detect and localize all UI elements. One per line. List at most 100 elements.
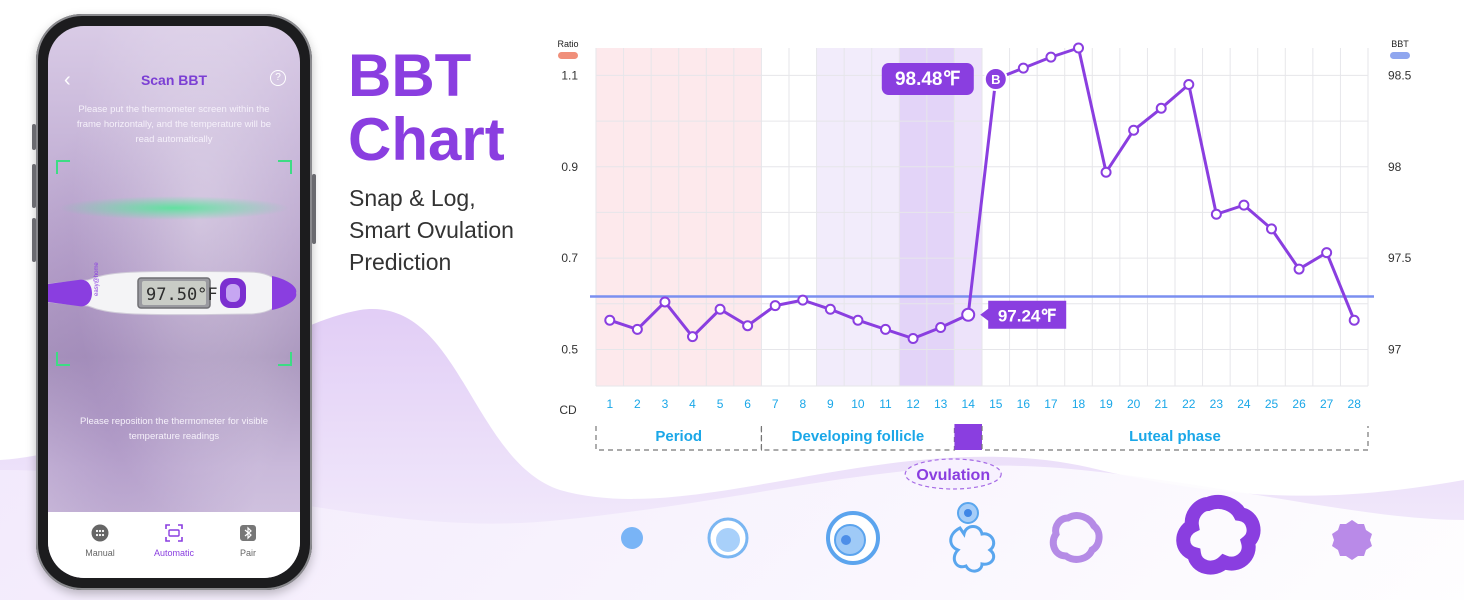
back-chevron-icon[interactable]: ‹ — [64, 69, 71, 91]
frame-corner-top-right — [278, 160, 292, 174]
cycle-day-label: 12 — [906, 397, 920, 411]
follicle-phase-label: Developing follicle — [792, 428, 925, 445]
side-button — [312, 174, 316, 244]
cycle-day-label: 19 — [1099, 397, 1113, 411]
cycle-day-label: 10 — [851, 397, 865, 411]
cycle-day-label: 9 — [827, 397, 834, 411]
cycle-day-label: 14 — [962, 397, 976, 411]
subheadline-line-1: Snap & Log, — [349, 185, 476, 211]
ovulation-phase-block — [954, 424, 982, 450]
left-tick-label: 1.1 — [561, 68, 578, 82]
bbt-point — [1266, 223, 1277, 235]
right-tick-label: 98.5 — [1388, 68, 1412, 82]
cycle-day-label: 1 — [606, 397, 613, 411]
bbt-point — [687, 331, 698, 343]
cycle-day-label: 4 — [689, 397, 696, 411]
callout-peak-bubble — [881, 63, 974, 96]
bbt-point — [1128, 124, 1140, 136]
cycle-day-label: 27 — [1320, 397, 1334, 411]
cycle-day-label: 22 — [1182, 397, 1196, 411]
screen-header: ‹ Scan BBT ? — [48, 68, 300, 94]
cycle-day-label: 8 — [799, 397, 806, 411]
cycle-day-label: 21 — [1155, 397, 1169, 411]
reposition-hint: Please reposition the thermometer for vi… — [80, 416, 268, 442]
scan-icon — [165, 524, 183, 542]
bbt-point — [742, 320, 754, 332]
phone-screen: ‹ Scan BBT ? Please put the thermometer … — [48, 26, 300, 578]
corpus-luteum-icon — [1049, 512, 1103, 563]
x-axis-title: CD — [559, 403, 577, 417]
cycle-day-label: 15 — [989, 397, 1003, 411]
bbt-legend-marker — [1390, 52, 1410, 59]
thermometer-image: easy@home 97.50°F — [48, 262, 297, 316]
bbt-point — [1045, 51, 1057, 63]
tab-manual-label: Manual — [85, 548, 115, 558]
cycle-day-label: 18 — [1072, 397, 1086, 411]
cycle-day-label: 25 — [1265, 397, 1279, 411]
bbt-point — [1293, 263, 1305, 275]
bbt-line — [609, 46, 1356, 340]
luteal-bracket — [981, 426, 1369, 451]
mute-switch — [32, 124, 36, 150]
right-tick-label: 97 — [1388, 342, 1402, 356]
bbt-point — [1321, 247, 1333, 259]
svg-text:easy@home: easy@home — [94, 262, 100, 296]
tab-automatic-label: Automatic — [153, 548, 195, 558]
cycle-day-label: 2 — [634, 397, 641, 411]
screen-title: Scan BBT — [140, 72, 208, 88]
volume-up-button — [32, 164, 36, 208]
follicle-band — [816, 48, 900, 386]
tab-automatic[interactable]: Automatic — [144, 524, 204, 558]
cycle-day-label: 7 — [772, 397, 779, 411]
follicle-stage-2-core — [716, 528, 740, 552]
headline-line-1: BBT — [348, 42, 472, 109]
cycle-day-label: 16 — [1017, 397, 1031, 411]
callout-peak-label: 98.48℉ — [895, 69, 961, 90]
ratio-legend-marker — [558, 52, 578, 59]
bluetooth-icon — [240, 525, 256, 541]
bbt-point — [852, 314, 864, 326]
bbt-point — [1017, 62, 1029, 74]
follicle-stage-1-icon — [621, 527, 643, 549]
left-axis-title: Ratio — [557, 39, 578, 49]
tab-manual[interactable]: Manual — [70, 524, 130, 558]
left-tick-label: 0.9 — [561, 160, 578, 174]
bbt-point — [935, 322, 947, 334]
bbt-point — [1100, 166, 1112, 178]
cycle-day-label: 3 — [662, 397, 669, 411]
callout-ovulation-label: 97.24℉ — [998, 307, 1057, 326]
bbt-point — [769, 300, 781, 312]
peak-marker — [983, 67, 1008, 92]
subheadline-line-2: Smart Ovulation — [349, 217, 514, 243]
bbt-point — [1210, 208, 1222, 220]
subheadline-line-3: Prediction — [349, 249, 452, 275]
cycle-day-label: 20 — [1127, 397, 1141, 411]
tab-pair[interactable]: Pair — [218, 524, 278, 558]
cycle-day-label: 28 — [1348, 397, 1362, 411]
left-tick-label: 0.5 — [561, 342, 578, 356]
follicle-stage-3-egg — [841, 535, 851, 545]
volume-down-button — [32, 218, 36, 262]
scan-instruction: Please put the thermometer screen within… — [76, 104, 272, 145]
cycle-day-label: 6 — [744, 397, 751, 411]
bbt-point — [1238, 199, 1250, 211]
phone-mockup: ‹ Scan BBT ? Please put the thermometer … — [32, 14, 316, 590]
frame-corner-top-left — [56, 160, 70, 174]
cycle-day-label: 23 — [1210, 397, 1224, 411]
right-tick-label: 97.5 — [1388, 251, 1412, 265]
ruptured-follicle-icon — [949, 525, 996, 573]
keypad-icon — [91, 524, 109, 542]
ovulation-phase-label: Ovulation — [916, 467, 990, 484]
right-axis-title: BBT — [1391, 39, 1409, 49]
bbt-point — [1348, 314, 1360, 326]
help-icon[interactable]: ? — [270, 70, 286, 86]
luteal-phase-label: Luteal phase — [1129, 428, 1221, 445]
frame-corner-bottom-right — [278, 352, 292, 366]
bbt-point — [880, 323, 891, 335]
bbt-point — [604, 314, 616, 326]
peak-marker-letter: B — [991, 72, 1000, 87]
regressed-corpus-icon — [1332, 520, 1372, 560]
cycle-day-label: 11 — [879, 397, 892, 411]
ovulation-pill — [904, 458, 1002, 490]
